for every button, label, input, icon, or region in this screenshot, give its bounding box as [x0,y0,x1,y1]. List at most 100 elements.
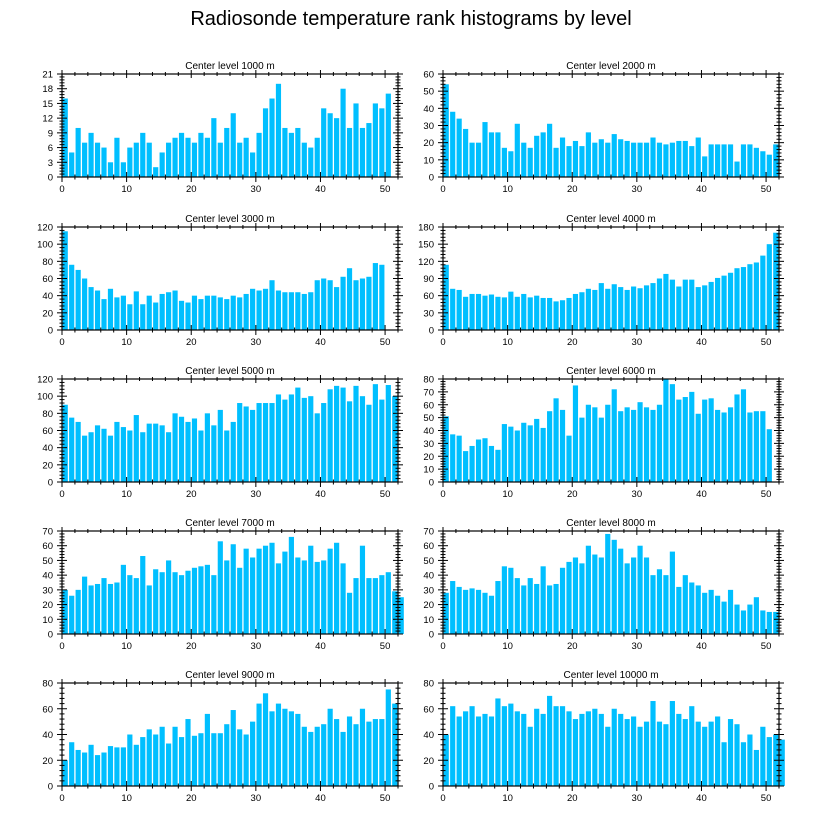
histogram-bar [101,299,107,330]
x-tick-label: 50 [380,641,391,652]
panel-title: Center level 5000 m [185,366,275,377]
histogram-bar [637,726,643,786]
x-tick-label: 30 [632,793,643,804]
histogram-bar [334,287,340,330]
histogram-bar [82,576,88,634]
histogram-bar [598,417,604,483]
histogram-bar [443,416,449,482]
histogram-bar [321,403,327,482]
histogram-bar [120,564,126,634]
histogram-bar [740,144,747,177]
x-tick-label: 10 [502,337,513,348]
histogram-bar [572,385,579,482]
histogram-bar [159,726,165,786]
histogram-bar [256,290,262,330]
histogram-bar [237,297,243,330]
histogram-bar [663,144,669,177]
histogram-bar [572,719,579,786]
histogram-bar [631,142,637,177]
histogram-bar [676,713,682,786]
histogram-bar [133,578,139,634]
histogram-bar [275,290,282,330]
histogram-panel: Center level 9000 m 0 20 40 60 80 0 10 20 30 40 50 [42,670,403,804]
histogram-bar [450,434,456,482]
histogram-bar [211,425,217,482]
histogram-bar [521,422,527,482]
histogram-bar [514,711,520,786]
histogram-bar [579,417,585,483]
histogram-bar [540,713,546,786]
histogram-bar [308,147,314,177]
histogram-bar [579,292,585,330]
histogram-bar [75,749,81,786]
y-tick-label: 120 [37,375,53,386]
histogram-bar [553,147,559,177]
histogram-panel: Center level 4000 m 0 30 60 90 120 150 180 0 10 20… [418,214,784,348]
x-tick-label: 40 [315,337,326,348]
histogram-bar [508,426,514,482]
histogram-bar [159,572,165,634]
histogram-bar [553,398,559,482]
x-tick-label: 40 [696,641,707,652]
histogram-bar [237,142,243,177]
histogram-bar [120,295,126,330]
x-tick-label: 20 [567,337,578,348]
histogram-bar [624,289,630,330]
histogram-bar [217,297,223,330]
histogram-bar [618,139,624,177]
histogram-bar [469,445,475,482]
histogram-bar [527,425,533,482]
histogram-bar [153,302,159,330]
histogram-bar [62,589,68,634]
histogram-bar [553,301,559,330]
histogram-bar [243,293,249,330]
histogram-bar [295,713,301,786]
histogram-bar [250,557,256,634]
histogram-bar [107,162,114,177]
histogram-panel: Center level 5000 m 0 20 40 60 80 100 120 0 10 20 3… [37,366,403,500]
y-tick-label: 60 [42,426,53,437]
histogram-bar [114,297,120,330]
histogram-bar [734,724,740,786]
histogram-bar [463,589,469,634]
x-tick-label: 0 [59,793,64,804]
histogram-bar [282,127,288,177]
panel-title: Center level 8000 m [566,518,656,529]
histogram-bar [643,557,650,634]
histogram-bar [618,411,624,482]
histogram-bar [682,397,688,482]
histogram-bar [327,708,333,786]
histogram-bar [760,255,766,330]
histogram-bar [321,108,327,177]
histogram-panel: Center level 7000 m 0 10 20 30 40 50 60 70 0 10 20 3… [42,518,404,652]
histogram-bar [747,412,753,482]
histogram-bar [650,701,656,786]
histogram-bar [120,427,126,482]
histogram-bar [669,279,675,330]
histogram-bar [637,545,643,634]
histogram-bar [508,291,514,330]
histogram-bar [689,582,695,634]
histogram-bar [230,544,236,634]
x-tick-label: 0 [59,641,64,652]
histogram-bar [379,719,385,786]
histogram-bar [301,397,307,482]
histogram-bar [262,288,269,330]
histogram-bar [534,708,540,786]
histogram-bar [62,760,68,786]
histogram-bar [508,151,514,177]
histogram-bar [695,413,701,482]
histogram-bar [372,263,378,330]
histogram-bar [475,142,482,177]
histogram-bar [727,719,734,786]
histogram-bar [708,398,714,482]
y-tick-label: 0 [429,173,434,184]
x-tick-label: 30 [632,641,643,652]
histogram-bar [224,560,230,634]
histogram-bar [534,135,540,177]
histogram-bar [256,403,262,482]
histogram-bar [211,295,217,330]
histogram-bar [488,716,495,786]
x-tick-label: 20 [186,184,197,195]
histogram-bar [482,438,488,482]
